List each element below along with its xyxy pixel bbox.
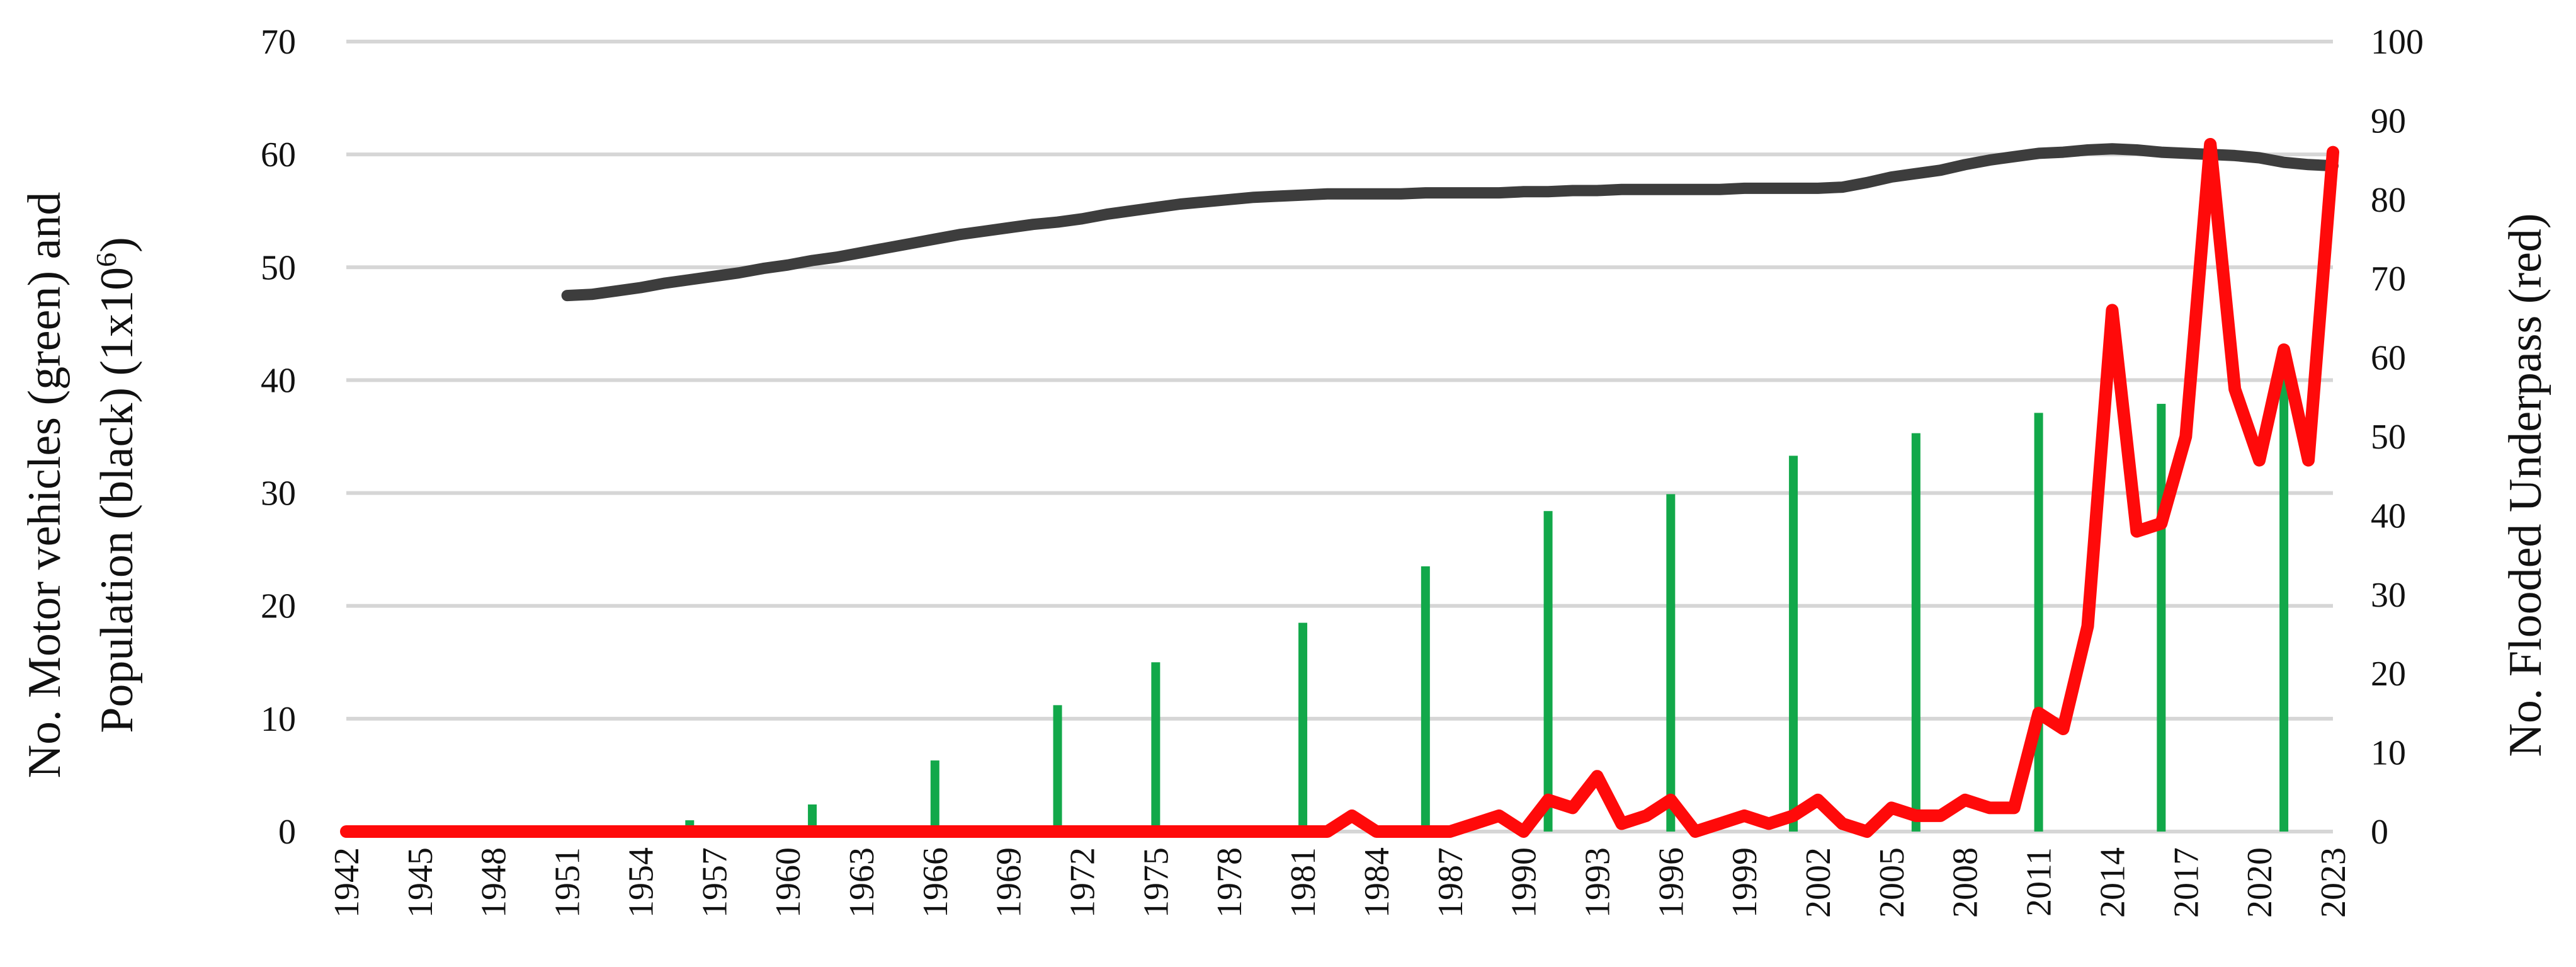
gridlines [346, 40, 2333, 833]
x-tick-label: 1969 [990, 847, 1029, 918]
motor-vehicles-bar [1151, 662, 1160, 832]
flooded-underpass-line [340, 138, 2339, 838]
left-tick-label: 10 [261, 700, 296, 739]
x-tick-label: 1981 [1284, 847, 1323, 918]
x-tick-label: 1975 [1137, 847, 1176, 918]
motor-vehicles-bar [1421, 566, 1430, 832]
right-tick-label: 30 [2371, 576, 2406, 615]
left-tick-label: 70 [261, 23, 296, 62]
x-tick-label: 2014 [2093, 847, 2132, 918]
motor-vehicles-bar [808, 804, 817, 832]
left-tick-label: 60 [261, 135, 296, 175]
left-axis-ticks: 0 10 20 30 40 50 60 70 [261, 23, 296, 852]
right-axis-title: No. Flooded Underpass (red) [2500, 213, 2551, 757]
x-tick-label: 1972 [1064, 847, 1103, 918]
x-tick-label: 1942 [327, 847, 366, 918]
x-tick-label: 1954 [621, 847, 661, 918]
x-tick-label: 1990 [1505, 847, 1544, 918]
left-axis-title-exponent: 6 [90, 253, 122, 267]
x-tick-label: 1984 [1358, 847, 1397, 918]
right-tick-label: 40 [2371, 496, 2406, 535]
motor-vehicles-bar [1298, 622, 1308, 832]
motor-vehicles-bar [2279, 373, 2289, 832]
motor-vehicles-bar [1543, 511, 1553, 832]
x-tick-label: 2020 [2240, 847, 2279, 918]
left-axis-title-line1: No. Motor vehicles (green) and [19, 192, 71, 779]
right-tick-label: 60 [2371, 339, 2406, 378]
x-tick-label: 2011 [2020, 847, 2059, 917]
right-tick-label: 20 [2371, 655, 2406, 694]
right-tick-label: 90 [2371, 101, 2406, 140]
right-tick-label: 0 [2371, 813, 2388, 852]
x-tick-label: 1948 [475, 847, 514, 918]
motor-vehicles-bar [1911, 433, 1921, 832]
x-axis-ticks: 1942 1945 1948 1951 1954 1957 1960 1963 1966 1969… [327, 847, 2353, 918]
population-line [561, 143, 2339, 302]
x-tick-label: 1978 [1210, 847, 1249, 918]
right-axis-ticks: 0 10 20 30 40 50 60 70 80 90 100 [2371, 23, 2424, 852]
motor-vehicles-bar [1789, 455, 1798, 832]
left-axis-title-line2: Population (black) (1x106) [90, 237, 143, 733]
series-lines [340, 138, 2339, 838]
left-tick-label: 30 [261, 474, 296, 513]
x-tick-label: 1966 [916, 847, 955, 918]
x-tick-label: 2017 [2167, 847, 2206, 918]
left-tick-label: 40 [261, 361, 296, 400]
x-tick-label: 2008 [1946, 847, 1985, 918]
left-tick-label: 50 [261, 248, 296, 287]
right-tick-label: 80 [2371, 181, 2406, 220]
x-tick-label: 1996 [1652, 847, 1691, 918]
x-tick-label: 1993 [1578, 847, 1617, 918]
x-tick-label: 1963 [843, 847, 882, 918]
motor-vehicles-bar [1053, 705, 1062, 832]
motor-vehicles-bar [930, 760, 939, 832]
left-tick-label: 0 [278, 813, 296, 852]
x-tick-label: 2002 [1799, 847, 1838, 918]
motor-vehicles-bar [2157, 404, 2166, 832]
x-tick-label: 1951 [548, 847, 587, 918]
motor-vehicles-bar [1666, 494, 1676, 832]
x-tick-label: 1957 [695, 847, 734, 918]
right-tick-label: 10 [2371, 734, 2406, 773]
left-axis-title-line2-close: ) [91, 237, 143, 253]
x-tick-label: 1987 [1431, 847, 1470, 918]
x-tick-label: 1945 [401, 847, 440, 918]
right-tick-label: 50 [2371, 418, 2406, 457]
right-tick-label: 100 [2371, 23, 2424, 62]
left-tick-label: 20 [261, 587, 296, 626]
x-tick-label: 2005 [1873, 847, 1912, 918]
right-tick-label: 70 [2371, 260, 2406, 299]
motor-vehicles-bars [685, 373, 2289, 832]
left-axis-title-line2-main: Population (black) (1x10 [91, 267, 143, 733]
x-tick-label: 2023 [2314, 847, 2353, 918]
x-tick-label: 1999 [1725, 847, 1764, 918]
motor-vehicles-bar [2034, 413, 2043, 832]
x-tick-label: 1960 [769, 847, 808, 918]
